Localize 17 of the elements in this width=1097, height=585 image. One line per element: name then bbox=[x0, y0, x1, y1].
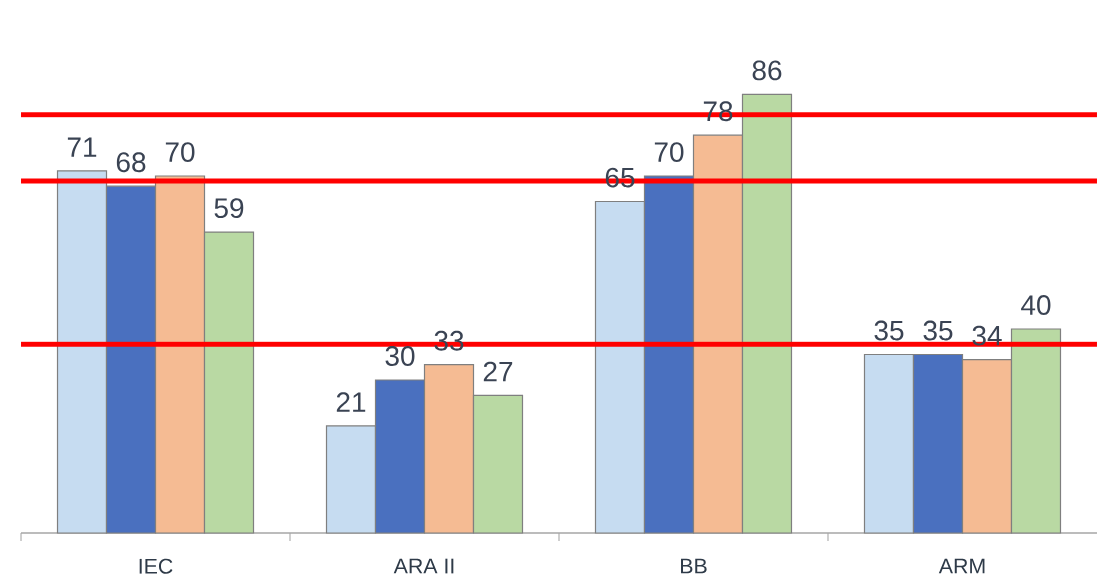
data-label: 35 bbox=[923, 320, 953, 341]
data-label: 27 bbox=[483, 361, 513, 382]
data-label: 70 bbox=[165, 142, 195, 162]
x-tick-label: BB bbox=[681, 558, 707, 574]
x-tick-label: ARA II bbox=[393, 558, 454, 574]
data-label: 40 bbox=[1021, 295, 1051, 315]
data-label: 68 bbox=[116, 152, 146, 173]
x-tick-label: ARM bbox=[938, 558, 985, 574]
data-label: 59 bbox=[214, 198, 244, 219]
data-label: 70 bbox=[654, 142, 684, 162]
data-label: 30 bbox=[385, 346, 415, 366]
data-label: 86 bbox=[752, 60, 782, 81]
data-label: 35 bbox=[874, 320, 904, 341]
data-label: 71 bbox=[67, 137, 97, 157]
data-label: 34 bbox=[972, 325, 1002, 346]
x-tick-label: IEC bbox=[139, 558, 173, 574]
data-label: 21 bbox=[336, 392, 366, 412]
